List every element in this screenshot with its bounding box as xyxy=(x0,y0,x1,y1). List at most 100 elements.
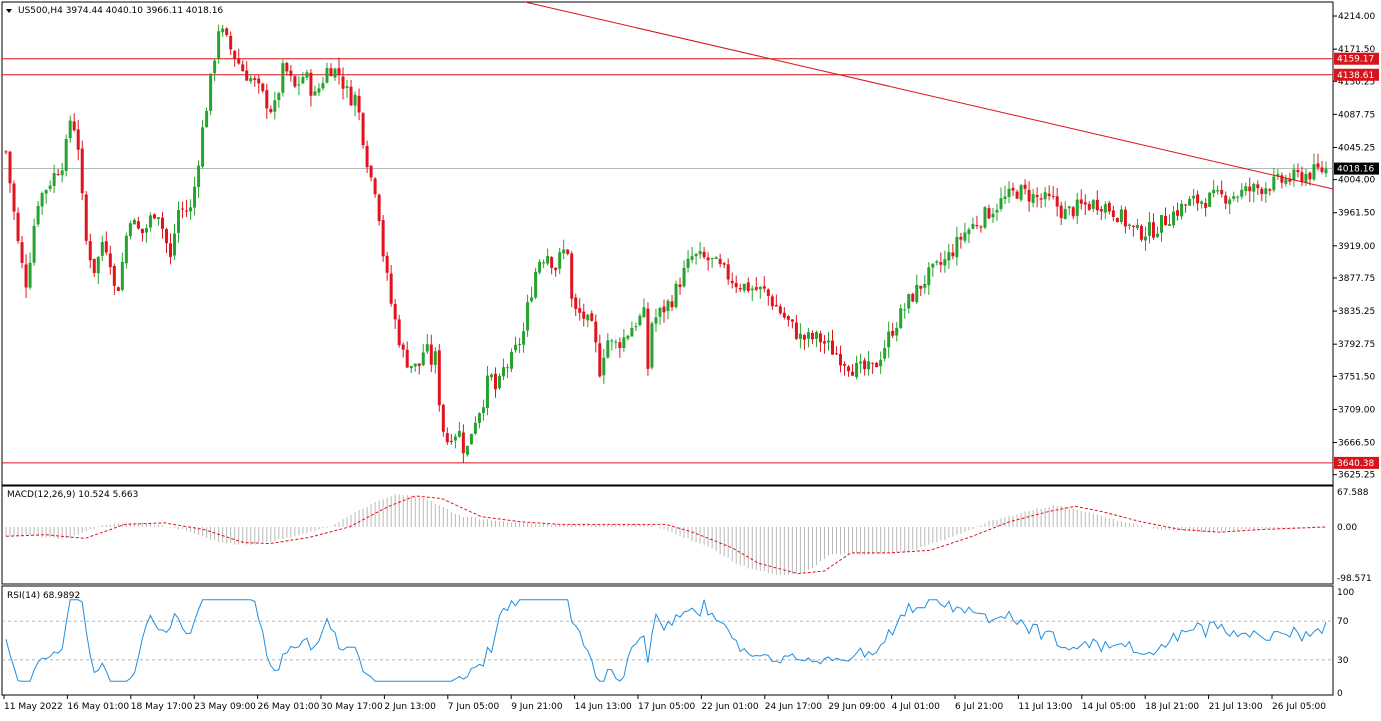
candle-body xyxy=(453,436,457,441)
candle-body xyxy=(64,139,68,171)
candle-body xyxy=(1051,195,1055,197)
candle-body xyxy=(682,267,686,287)
candle-body xyxy=(365,145,369,168)
price-tick-label: 4004.00 xyxy=(1338,176,1375,186)
candle-body xyxy=(1268,189,1272,191)
rsi-tick-label: 70 xyxy=(1337,617,1349,627)
candle-body xyxy=(1111,210,1115,217)
candle-body xyxy=(554,267,558,271)
candle-body xyxy=(915,284,919,303)
candle-body xyxy=(758,286,762,290)
trendline[interactable] xyxy=(524,1,1334,190)
candle-body xyxy=(762,286,766,289)
candle-body xyxy=(1107,202,1111,212)
candle-body xyxy=(798,333,802,339)
candle-body xyxy=(871,362,875,364)
price-tag-label: 4018.16 xyxy=(1337,165,1374,175)
trendline-segment xyxy=(524,1,1334,190)
candle-body xyxy=(570,253,574,299)
price-tick-label: 4087.75 xyxy=(1338,110,1375,120)
candle-body xyxy=(835,353,839,355)
candle-body xyxy=(742,283,746,291)
candle-body xyxy=(221,28,225,33)
candle-body xyxy=(822,341,826,344)
candle-body xyxy=(1147,222,1151,236)
panel-frames xyxy=(1,1,1334,696)
candle-body xyxy=(1180,203,1184,217)
candle-body xyxy=(935,261,939,263)
candle-body xyxy=(646,308,650,369)
candle-body xyxy=(417,363,421,366)
candle-body xyxy=(185,210,189,212)
candle-body xyxy=(786,316,790,320)
candle-body xyxy=(1155,233,1159,237)
candle-body xyxy=(1184,204,1188,206)
candle-body xyxy=(1308,172,1312,180)
candle-body xyxy=(389,273,393,304)
candle-body xyxy=(923,283,927,288)
candle-body xyxy=(441,404,445,432)
candle-body xyxy=(895,327,899,336)
candle-body xyxy=(582,311,586,319)
candle-body xyxy=(136,221,140,229)
candle-body xyxy=(658,307,662,317)
candle-body xyxy=(209,73,213,111)
candle-body xyxy=(546,256,550,264)
candle-body xyxy=(530,297,534,302)
candle-body xyxy=(839,353,843,366)
candle-body xyxy=(1224,195,1228,204)
time-label: 4 Jul 01:00 xyxy=(892,702,941,712)
candle-body xyxy=(56,173,60,175)
candle-body xyxy=(397,319,401,346)
candle-body xyxy=(726,264,730,280)
candle-body xyxy=(562,249,566,254)
candle-body xyxy=(814,332,818,339)
candle-body xyxy=(1055,196,1059,207)
candle-body xyxy=(1168,224,1172,226)
candle-body xyxy=(666,300,670,311)
candle-body xyxy=(217,31,221,60)
candle-body xyxy=(96,257,100,274)
candle-body xyxy=(698,251,702,255)
candle-body xyxy=(152,214,156,219)
candle-body xyxy=(241,64,245,72)
candle-body xyxy=(349,86,353,106)
candle-body xyxy=(201,127,205,167)
candle-body xyxy=(401,344,405,350)
candle-body xyxy=(84,194,88,241)
candle-body xyxy=(1043,192,1047,200)
candle-body xyxy=(261,83,265,91)
candle-body xyxy=(1208,192,1212,207)
candle-body xyxy=(1095,199,1099,211)
candle-body xyxy=(1264,188,1268,194)
price-tag-box xyxy=(1334,162,1379,175)
candle-body xyxy=(1236,196,1240,198)
rsi-header: RSI(14) 68.9892 xyxy=(7,591,80,601)
candle-body xyxy=(1288,179,1292,182)
candle-body xyxy=(237,58,241,64)
candle-body xyxy=(44,190,48,194)
candle-body xyxy=(233,50,237,59)
time-label: 24 Jun 17:00 xyxy=(765,702,822,712)
candle-body xyxy=(160,217,164,229)
candle-body xyxy=(750,288,754,291)
candle-body xyxy=(28,262,32,288)
candle-body xyxy=(598,343,602,377)
symbol-menu-icon[interactable] xyxy=(6,9,12,13)
candle-body xyxy=(790,319,794,322)
time-label: 30 May 17:00 xyxy=(321,702,383,712)
candle-body xyxy=(574,297,578,309)
candle-body xyxy=(293,76,297,87)
candle-body xyxy=(1216,190,1220,192)
candles xyxy=(4,24,1328,463)
candle-body xyxy=(650,323,654,368)
candle-body xyxy=(927,267,931,286)
candle-body xyxy=(706,257,710,261)
candle-body xyxy=(281,63,285,93)
candle-body xyxy=(538,261,542,273)
candle-body xyxy=(550,257,554,268)
candle-body xyxy=(477,413,481,423)
candle-body xyxy=(1059,205,1063,219)
